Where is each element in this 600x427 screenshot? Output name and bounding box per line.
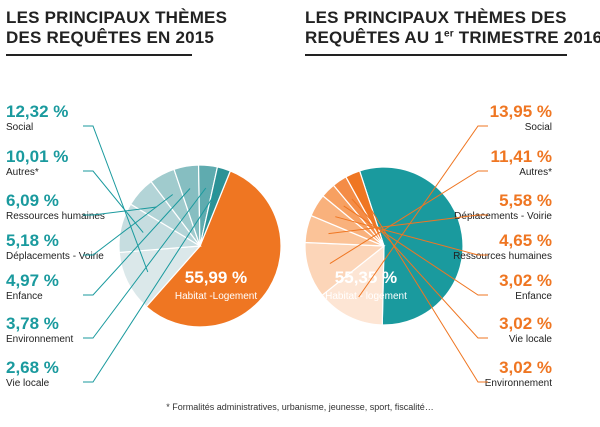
slice-category-label: Ressources humaines <box>6 211 105 222</box>
main-slice-label: Habitat -Logement <box>175 291 257 302</box>
slice-category-label: Environnement <box>6 334 73 345</box>
pie-slice-vie-locale <box>199 166 232 247</box>
chart-title-2016-superscript: er <box>443 28 454 40</box>
leader-line <box>343 205 488 296</box>
leader-line <box>83 190 218 383</box>
slice-category-label: Enfance <box>6 291 43 302</box>
slice-category-label: Déplacements - Voirie <box>6 251 104 262</box>
pie-chart-1: 55,99 % Habitat -Logement 12,32 %Social 10,… <box>6 102 282 389</box>
pie-slice-social <box>118 245 202 308</box>
chart-title-2016: LES PRINCIPAUX THÈMES DES REQUÊTES AU 1e… <box>305 8 600 48</box>
chart-title-2016-line1: LES PRINCIPAUX THÈMES DES <box>305 8 567 27</box>
slice-value-label: 3,78 % <box>6 314 59 333</box>
slice-category-label: Vie locale <box>509 334 553 345</box>
main-slice-label: Habitat - logement <box>325 291 407 302</box>
chart-title-2015: LES PRINCIPAUX THÈMES DES REQUÊTES EN 20… <box>6 8 276 48</box>
slice-category-label: Enfance <box>515 291 552 302</box>
slice-category-label: Vie locale <box>6 378 50 389</box>
slice-value-label: 5,58 % <box>499 191 552 210</box>
slice-value-label: 3,02 % <box>499 314 552 333</box>
slice-category-label: Social <box>525 122 552 133</box>
chart-title-2016-line2: REQUÊTES AU 1er TRIMESTRE 2016 <box>305 28 600 48</box>
slice-value-label: 4,65 % <box>499 231 552 250</box>
slice-value-label: 3,02 % <box>499 358 552 377</box>
slice-value-label: 13,95 % <box>490 102 552 121</box>
leader-line <box>358 125 488 298</box>
chart-title-2015-line2: DES REQUÊTES EN 2015 <box>6 28 215 47</box>
chart-title-2016-line2-a: REQUÊTES AU 1 <box>305 28 444 47</box>
slice-value-label: 5,18 % <box>6 231 59 250</box>
slice-value-label: 11,41 % <box>491 147 552 166</box>
main-slice-value: 55,99 % <box>185 268 247 287</box>
chart-title-2016-line2-b: TRIMESTRE 2016 <box>453 28 600 47</box>
leader-line <box>335 216 488 256</box>
leader-line <box>83 170 144 233</box>
leader-line <box>351 198 488 339</box>
pie-slice-habitat-logement <box>145 170 282 328</box>
leader-line <box>83 125 149 273</box>
leader-line <box>83 187 207 339</box>
slice-value-label: 3,02 % <box>499 271 552 290</box>
slice-category-label: Autres* <box>6 167 39 178</box>
leader-line <box>360 193 488 383</box>
footnote: * Formalités administratives, urbanisme,… <box>166 402 434 412</box>
leader-line <box>83 188 191 296</box>
slice-value-label: 10,01 % <box>6 147 68 166</box>
chart-title-2015-line1: LES PRINCIPAUX THÈMES <box>6 8 228 27</box>
title-underline-2016 <box>305 54 567 56</box>
slice-value-label: 6,09 % <box>6 191 59 210</box>
slice-value-label: 4,97 % <box>6 271 59 290</box>
pie-chart-2: 55,35 % Habitat - logement 13,95 %Social 11… <box>304 102 553 389</box>
pie-slice-habitat-logement <box>358 166 464 326</box>
slice-value-label: 12,32 % <box>6 102 68 121</box>
slice-category-label: Déplacements - Voirie <box>454 211 552 222</box>
leader-line <box>83 206 157 216</box>
slice-category-label: Autres* <box>519 167 552 178</box>
slice-category-label: Ressources humaines <box>453 251 552 262</box>
slice-category-label: Social <box>6 122 33 133</box>
slice-value-label: 2,68 % <box>6 358 59 377</box>
title-underline-2015 <box>6 54 192 56</box>
slice-category-label: Environnement <box>485 378 552 389</box>
pie-slice-social <box>321 244 385 326</box>
leader-line <box>83 194 174 256</box>
leader-line <box>329 170 488 265</box>
main-slice-value: 55,35 % <box>335 268 397 287</box>
